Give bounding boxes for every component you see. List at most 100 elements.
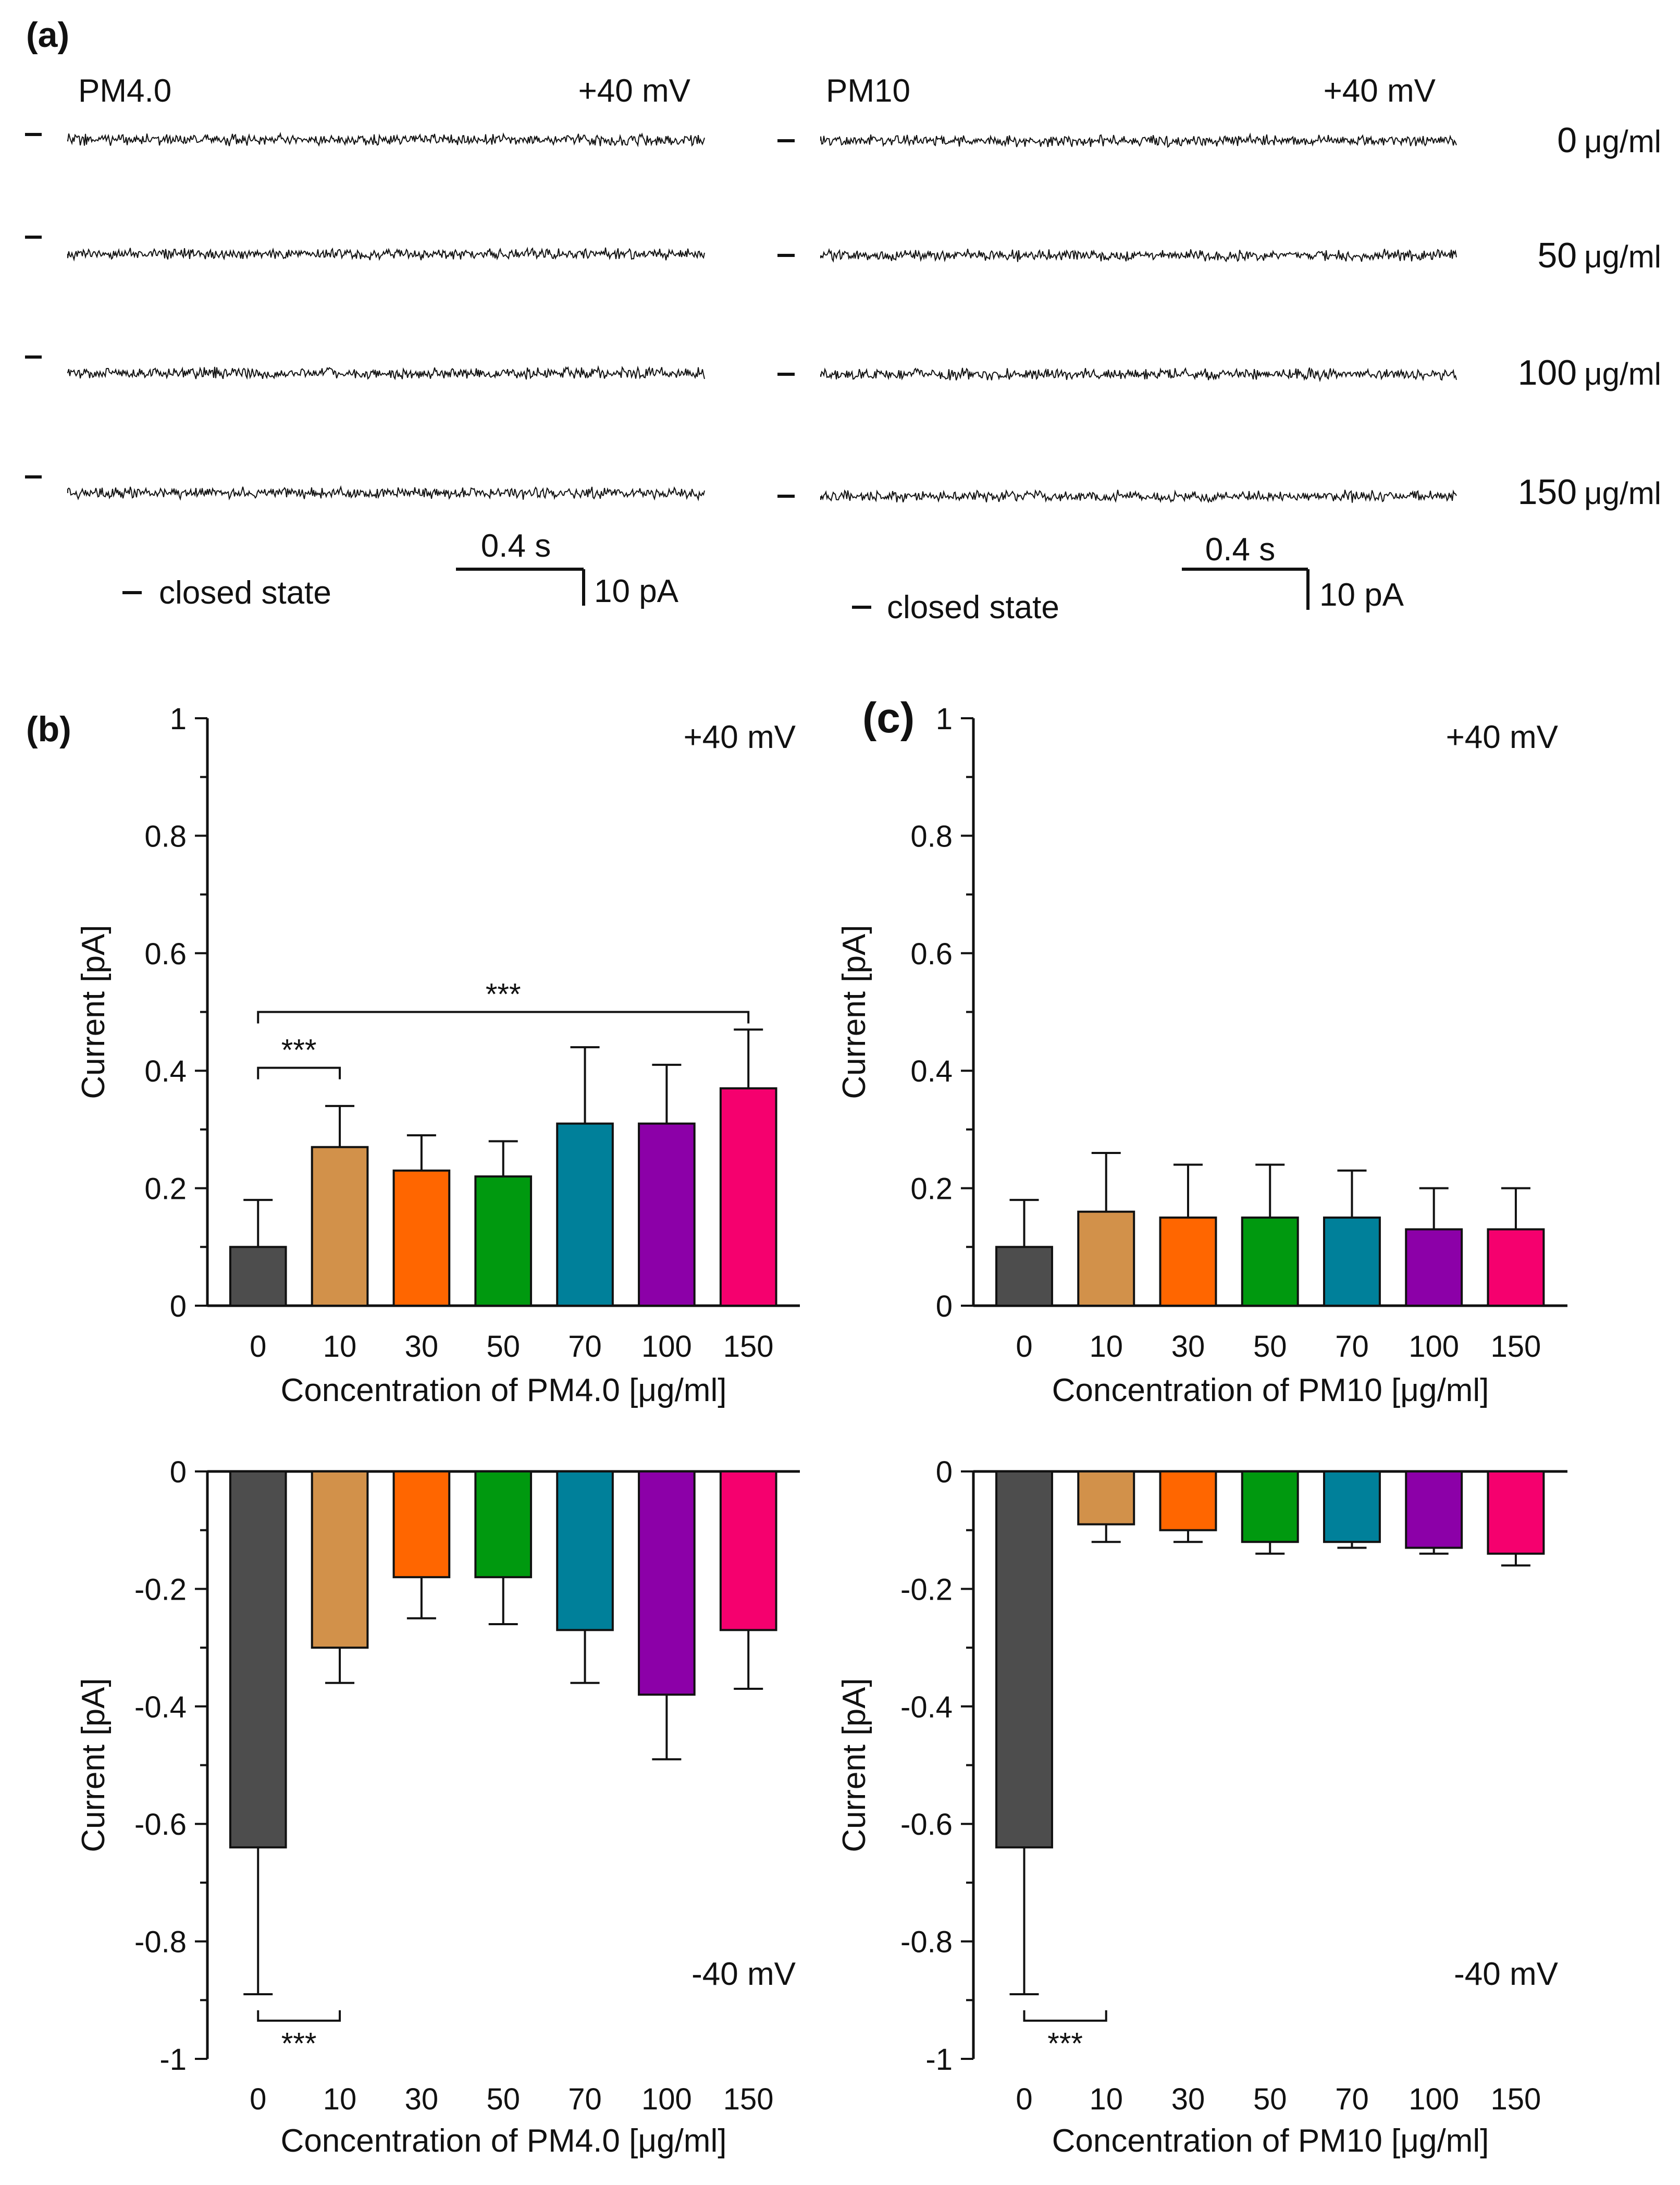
- y-tick-label: 0.6: [910, 937, 953, 971]
- bar-0: [995, 1470, 1053, 1849]
- x-tick-label: 30: [1171, 2082, 1205, 2116]
- x-tick-label: 10: [323, 1330, 357, 1364]
- current-traces: [25, 131, 1457, 504]
- significance-label: ***: [281, 2027, 317, 2061]
- bar-30: [1159, 1470, 1217, 1531]
- y-tick-label: -0.8: [900, 1925, 953, 1959]
- bar-30: [1159, 1216, 1217, 1307]
- x-tick-label: 100: [1409, 2082, 1459, 2116]
- y-tick-label: -0.6: [900, 1808, 953, 1842]
- bar-50: [1241, 1216, 1299, 1307]
- bar-10: [1077, 1210, 1135, 1307]
- bar-70: [556, 1470, 614, 1631]
- scale-time-right: 0.4 s: [1205, 532, 1275, 568]
- x-axis-label: Concentration of PM10 [μg/ml]: [1052, 1372, 1489, 1408]
- bar-150: [1487, 1470, 1545, 1555]
- concentration-label-50: 50 μg/ml: [1537, 236, 1661, 275]
- concentration-value: 0: [1557, 120, 1577, 160]
- x-tick-label: 0: [1016, 2082, 1032, 2116]
- y-tick-label: -0.6: [134, 1808, 187, 1842]
- concentration-label-150: 150 μg/ml: [1518, 472, 1661, 512]
- current-trace-pm4-row-0: [67, 131, 705, 148]
- bar-100: [1405, 1228, 1463, 1307]
- x-tick-label: 100: [641, 2082, 692, 2116]
- significance-bracket: [257, 1066, 341, 1079]
- bar-10: [1077, 1470, 1135, 1526]
- y-tick-label: 0.8: [144, 819, 187, 853]
- scale-bar-left: [456, 568, 585, 606]
- y-tick-label: 0.2: [910, 1172, 953, 1206]
- bar-100: [1405, 1470, 1463, 1549]
- voltage-annotation: -40 mV: [691, 1956, 796, 1992]
- panel-a-left-voltage: +40 mV: [578, 73, 691, 109]
- x-tick-label: 100: [641, 1330, 692, 1364]
- bar-70: [1323, 1216, 1381, 1307]
- x-tick-label: 100: [1409, 1330, 1459, 1364]
- bar-50: [1241, 1470, 1299, 1543]
- x-tick-label: 50: [1253, 2082, 1287, 2116]
- bar-150: [719, 1470, 777, 1631]
- closed-state-label-left: closed state: [159, 575, 331, 611]
- x-tick-label: 150: [723, 1330, 774, 1364]
- y-tick-label: 1: [170, 702, 187, 736]
- svg-text:0μg/ml: 0 μg/ml: [1557, 120, 1661, 160]
- x-tick-label: 0: [1016, 1330, 1032, 1364]
- x-tick-label: 10: [323, 2082, 357, 2116]
- significance-label: ***: [486, 978, 521, 1012]
- y-tick-label: 0.2: [144, 1172, 187, 1206]
- x-tick-label: 150: [1491, 1330, 1541, 1364]
- panel-a-left-title: PM4.0: [78, 73, 171, 109]
- x-tick-label: 0: [250, 2082, 266, 2116]
- x-tick-label: 50: [1253, 1330, 1287, 1364]
- significance-label: ***: [1047, 2027, 1083, 2061]
- current-trace-pm4-row-1: [67, 247, 705, 262]
- bar-0: [229, 1470, 287, 1849]
- voltage-annotation: +40 mV: [1446, 719, 1559, 755]
- y-tick-label: 0.6: [144, 937, 187, 971]
- y-tick-label: 0.8: [910, 819, 953, 853]
- panel-a: (a) PM4.0 +40 mV PM10 +40 mV 0 μg/ml 50 μg…: [25, 15, 1661, 625]
- y-tick-label: 0: [936, 1290, 953, 1323]
- x-axis-label: Concentration of PM4.0 [μg/ml]: [281, 2123, 727, 2159]
- x-tick-label: 50: [486, 1330, 520, 1364]
- scale-current-left: 10 pA: [594, 573, 679, 609]
- bar-50: [474, 1175, 533, 1307]
- x-tick-label: 30: [405, 2082, 439, 2116]
- panel-c-label: (c): [862, 694, 915, 742]
- y-tick-label: 0: [170, 1290, 187, 1323]
- scale-time-left: 0.4 s: [481, 528, 551, 564]
- chart-c-top: 00.20.40.60.810 10 30 50 70 100 150+40 mVConce…: [836, 702, 1567, 1408]
- chart-c-bottom: 0 -0.2 -0.4 -0.6 -0.8 -1 0 10 30 50 70 100 150 *** -40…: [836, 1455, 1567, 2159]
- y-tick-label: -0.4: [900, 1690, 953, 1724]
- y-axis-label: Current [pA]: [76, 925, 112, 1099]
- x-axis-label: Concentration of PM4.0 [μg/ml]: [281, 1372, 727, 1408]
- panel-a-label: (a): [26, 15, 69, 55]
- y-tick-label: 0: [170, 1455, 187, 1489]
- bar-100: [638, 1470, 696, 1696]
- bar-0: [995, 1246, 1053, 1307]
- bar-30: [392, 1470, 451, 1578]
- chart-b-top: 00.20.40.60.810 10 30 50 70 100 150******+40 m…: [76, 702, 800, 1408]
- concentration-unit: μg/ml: [1584, 476, 1661, 511]
- bar-10: [311, 1146, 369, 1307]
- concentration-label-100: 100 μg/ml: [1518, 353, 1661, 392]
- bar-70: [1323, 1470, 1381, 1543]
- x-tick-label: 10: [1089, 2082, 1123, 2116]
- voltage-annotation: -40 mV: [1454, 1956, 1558, 1992]
- bar-0: [229, 1246, 287, 1307]
- y-tick-label: -1: [159, 2043, 187, 2077]
- bar-100: [638, 1122, 696, 1307]
- concentration-unit: μg/ml: [1584, 124, 1661, 159]
- bar-30: [392, 1169, 451, 1307]
- bar-150: [1487, 1228, 1545, 1307]
- concentration-unit: μg/ml: [1584, 239, 1661, 274]
- current-trace-pm10-row-1: [820, 248, 1457, 263]
- y-axis-label: Current [pA]: [836, 1678, 872, 1852]
- bar-70: [556, 1122, 614, 1307]
- concentration-value: 50: [1537, 236, 1577, 275]
- y-tick-label: 0: [936, 1455, 953, 1489]
